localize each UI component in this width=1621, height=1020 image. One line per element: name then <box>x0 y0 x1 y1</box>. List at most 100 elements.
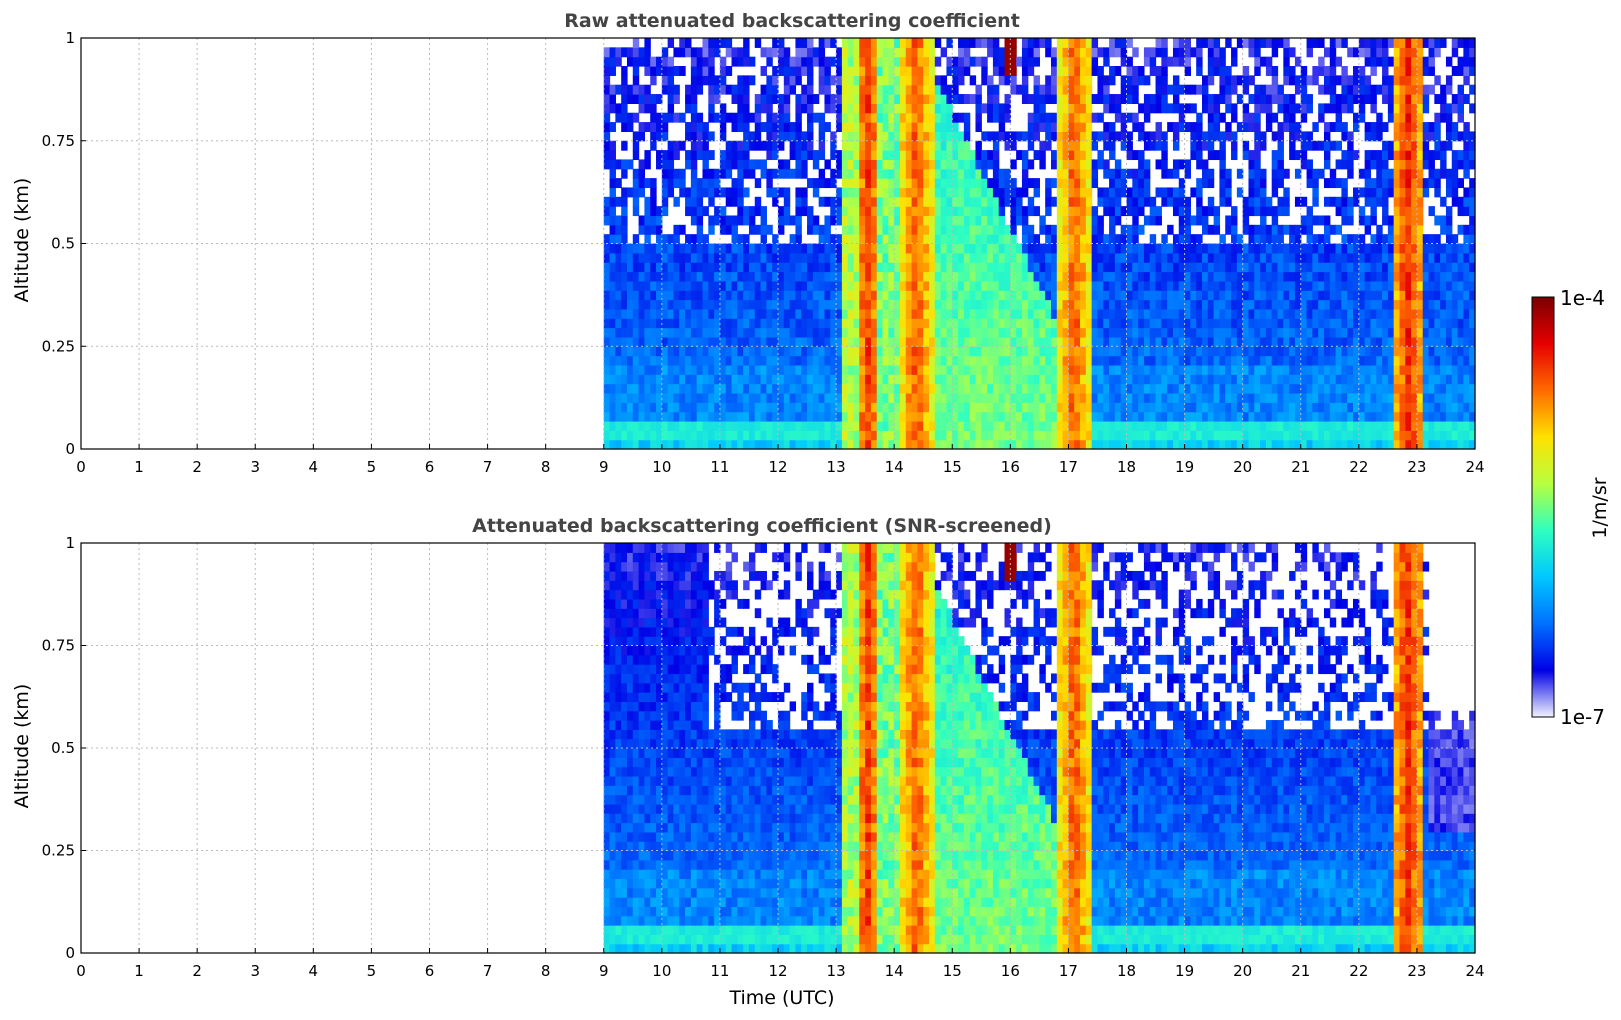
heatmap-cell <box>766 140 773 151</box>
heatmap-cell <box>1213 150 1221 161</box>
heatmap-cell <box>899 318 907 329</box>
heatmap-cell <box>766 47 773 58</box>
heatmap-cell <box>1260 168 1267 179</box>
heatmap-cell <box>963 290 971 301</box>
heatmap-cell <box>772 355 779 366</box>
heatmap-cell <box>836 196 843 207</box>
heatmap-cell <box>1155 159 1162 170</box>
heatmap-cell <box>882 94 889 104</box>
heatmap-cell <box>1277 392 1284 403</box>
heatmap-cell <box>807 327 814 338</box>
heatmap-cell <box>818 224 826 235</box>
heatmap-cell <box>1248 290 1255 301</box>
heatmap-cell <box>1254 168 1261 179</box>
heatmap-cell <box>905 84 913 95</box>
heatmap-cell <box>603 112 611 123</box>
heatmap-cell <box>987 299 994 310</box>
heatmap-cell <box>795 280 802 291</box>
heatmap-cell <box>1132 206 1139 217</box>
heatmap-cell <box>998 187 1006 198</box>
heatmap-cell <box>923 47 930 58</box>
heatmap-cell <box>714 392 721 403</box>
heatmap-cell <box>667 336 675 347</box>
heatmap-cell <box>911 243 918 254</box>
heatmap-cell <box>1109 327 1116 338</box>
heatmap-cell <box>963 243 971 254</box>
heatmap-cell <box>1103 94 1110 104</box>
heatmap-cell <box>708 262 715 273</box>
heatmap-cell <box>743 383 750 394</box>
heatmap-cell <box>725 383 733 394</box>
heatmap-cell <box>621 196 628 207</box>
heatmap-cell <box>1010 243 1017 254</box>
heatmap-cell <box>1109 430 1116 441</box>
heatmap-cell <box>1155 38 1162 48</box>
heatmap-cell <box>1056 112 1064 123</box>
heatmap-cell <box>1004 243 1011 254</box>
heatmap-cell <box>650 56 657 67</box>
heatmap-cell <box>1358 439 1366 450</box>
heatmap-cell <box>1074 290 1081 301</box>
heatmap-cell <box>696 187 704 198</box>
heatmap-cell <box>1364 327 1372 338</box>
heatmap-cell <box>626 383 634 394</box>
heatmap-cell <box>1358 187 1366 198</box>
heatmap-cell <box>929 430 936 441</box>
heatmap-cell <box>1242 75 1250 86</box>
heatmap-cell <box>1068 150 1075 161</box>
heatmap-cell <box>1260 336 1267 347</box>
heatmap-cell <box>905 318 913 329</box>
heatmap-cell <box>1091 318 1099 329</box>
heatmap-cell <box>1132 290 1139 301</box>
heatmap-cell <box>876 38 884 48</box>
heatmap-cell <box>667 252 675 263</box>
heatmap-cell <box>708 94 715 104</box>
heatmap-cell <box>1341 430 1348 441</box>
heatmap-cell <box>899 374 907 385</box>
heatmap-cell <box>1323 439 1331 450</box>
heatmap-cell <box>1184 374 1191 385</box>
heatmap-cell <box>679 187 686 198</box>
heatmap-cell <box>865 47 872 58</box>
heatmap-cell <box>1010 299 1017 310</box>
heatmap-cell <box>1097 308 1104 319</box>
heatmap-cell <box>911 411 918 422</box>
heatmap-cell <box>888 206 895 217</box>
heatmap-cell <box>650 94 657 104</box>
heatmap-cell <box>1080 224 1087 235</box>
heatmap-cell <box>958 47 965 58</box>
heatmap-cell <box>1335 308 1343 319</box>
heatmap-cell <box>778 262 785 273</box>
heatmap-cell <box>1190 346 1197 357</box>
heatmap-cell <box>1091 94 1099 104</box>
heatmap-cell <box>899 94 907 104</box>
heatmap-cell <box>882 271 889 282</box>
heatmap-cell <box>760 262 767 273</box>
heatmap-cell <box>876 420 884 431</box>
heatmap-cell <box>708 420 715 431</box>
heatmap-cell <box>725 112 733 123</box>
heatmap-cell <box>748 383 756 394</box>
heatmap-cell <box>1068 262 1075 273</box>
heatmap-cell <box>702 262 709 273</box>
heatmap-cell <box>1190 280 1197 291</box>
heatmap-cell <box>969 38 977 48</box>
heatmap-cell <box>603 140 611 151</box>
heatmap-cell <box>929 206 936 217</box>
heatmap-cell <box>1016 84 1023 95</box>
heatmap-cell <box>731 252 738 263</box>
heatmap-cell <box>876 299 884 310</box>
heatmap-cell <box>998 243 1006 254</box>
heatmap-cell <box>1236 75 1244 86</box>
heatmap-cell <box>958 187 965 198</box>
heatmap-cell <box>1364 299 1372 310</box>
heatmap-cell <box>719 383 727 394</box>
heatmap-cell <box>1213 299 1221 310</box>
heatmap-cell <box>1196 308 1203 319</box>
heatmap-cell <box>1184 280 1191 291</box>
heatmap-cell <box>1190 243 1197 254</box>
heatmap-cell <box>1172 243 1180 254</box>
heatmap-cell <box>783 112 791 123</box>
heatmap-cell <box>661 234 669 245</box>
heatmap-cell <box>696 411 704 422</box>
